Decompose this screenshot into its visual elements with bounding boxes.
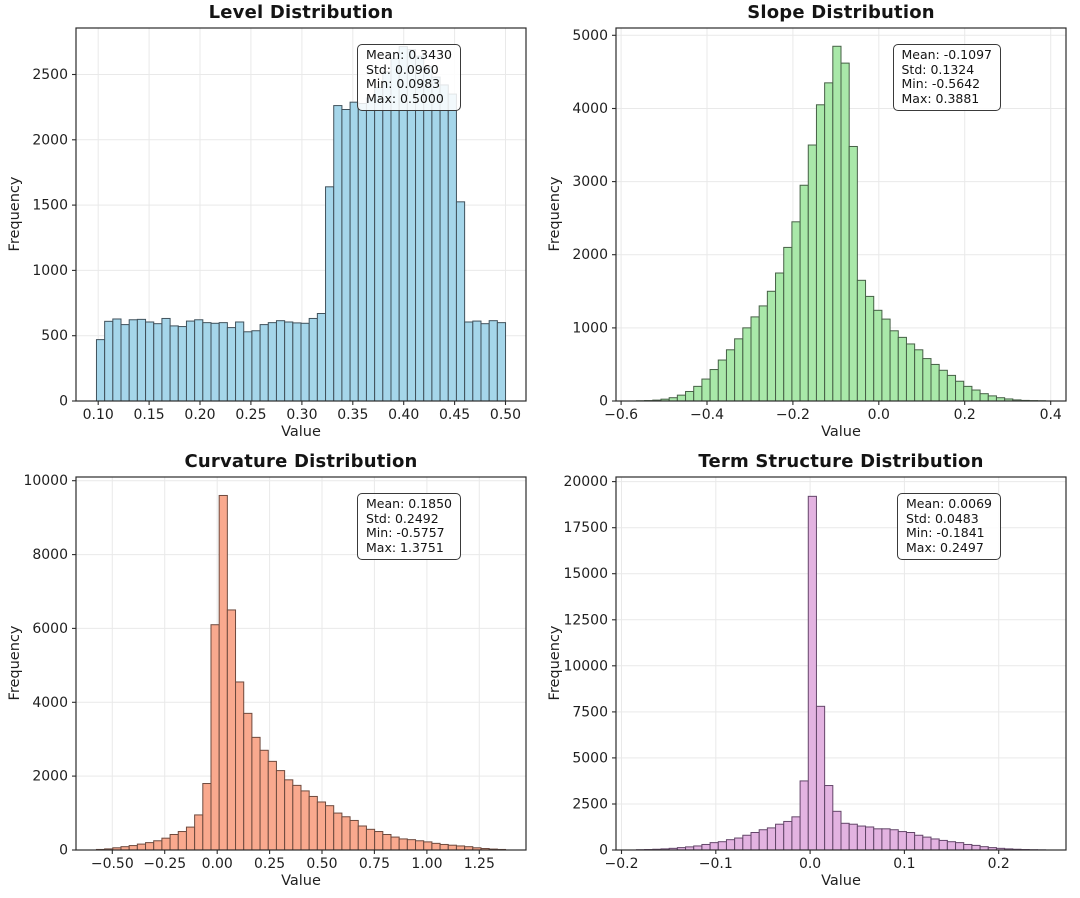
svg-text:17500: 17500 [563, 520, 608, 536]
svg-text:10000: 10000 [23, 473, 68, 489]
x-axis-label: Value [821, 873, 861, 889]
svg-text:0.2: 0.2 [988, 856, 1010, 872]
svg-text:−0.50: −0.50 [91, 856, 134, 872]
stats-line-std: Std: 0.0960 [366, 61, 439, 77]
svg-text:2000: 2000 [572, 247, 608, 263]
chart-title: Slope Distribution [747, 2, 935, 23]
svg-text:0: 0 [599, 394, 608, 410]
chart-title: Level Distribution [208, 2, 394, 23]
x-axis-label: Value [281, 424, 321, 440]
stats-line-max: Max: 1.3751 [366, 539, 444, 555]
y-axis-label: Frequency [7, 176, 23, 252]
stats-box: Mean: 0.0069 Std: 0.0483 Min: -0.1841 Ma… [897, 493, 1001, 560]
svg-text:0: 0 [59, 394, 68, 410]
svg-text:0.50: 0.50 [306, 856, 337, 872]
stats-line-std: Std: 0.0483 [906, 510, 979, 526]
svg-text:0.40: 0.40 [388, 407, 419, 423]
svg-text:2000: 2000 [32, 132, 68, 148]
svg-text:0.1: 0.1 [893, 856, 915, 872]
slope-histogram-canvas: −0.6 −0.4 −0.2 0.0 0.2 0.4 0 1000 2000 3000 4000 50… [572, 27, 1067, 423]
svg-text:3000: 3000 [572, 174, 608, 190]
stats-line-min: Min: -0.1841 [906, 525, 985, 540]
svg-text:0.15: 0.15 [134, 407, 165, 423]
svg-text:12500: 12500 [563, 612, 608, 628]
panel-term-structure: −0.2 −0.1 0.0 0.1 0.2 0 2500 5000 7500 10000 12500… [540, 449, 1080, 898]
svg-text:2000: 2000 [32, 769, 68, 785]
y-axis-label: Frequency [547, 176, 563, 252]
y-axis-label: Frequency [7, 625, 23, 701]
svg-text:0.25: 0.25 [254, 856, 285, 872]
svg-text:−0.4: −0.4 [690, 407, 724, 423]
svg-text:0.2: 0.2 [954, 407, 976, 423]
svg-text:−0.6: −0.6 [604, 407, 638, 423]
svg-text:8000: 8000 [32, 547, 68, 563]
term-structure-histogram-canvas: −0.2 −0.1 0.0 0.1 0.2 0 2500 5000 7500 10000 12500… [563, 474, 1067, 872]
svg-text:1000: 1000 [32, 263, 68, 279]
svg-text:10000: 10000 [563, 658, 608, 674]
svg-text:0: 0 [59, 843, 68, 859]
stats-box: Mean: -0.1097 Std: 0.1324 Min: -0.5642 M… [892, 44, 1001, 111]
level-histogram-canvas: 0.10 0.15 0.20 0.25 0.30 0.35 0.40 0.45 0.50 0 500… [32, 27, 527, 423]
x-axis-label: Value [821, 424, 861, 440]
svg-text:−0.1: −0.1 [699, 856, 733, 872]
stats-line-max: Max: 0.2497 [906, 539, 984, 555]
svg-text:0.45: 0.45 [439, 407, 470, 423]
svg-text:7500: 7500 [572, 704, 608, 720]
svg-text:0: 0 [599, 843, 608, 859]
svg-text:15000: 15000 [563, 566, 608, 582]
stats-line-mean: Mean: 0.3430 [366, 47, 452, 62]
svg-text:5000: 5000 [572, 750, 608, 766]
stats-line-std: Std: 0.1324 [901, 61, 975, 77]
y-axis-label: Frequency [547, 625, 563, 701]
svg-text:1000: 1000 [572, 320, 608, 336]
chart-title: Term Structure Distribution [698, 451, 984, 472]
svg-text:0.50: 0.50 [490, 407, 521, 423]
svg-text:0.25: 0.25 [235, 407, 266, 423]
svg-text:500: 500 [41, 328, 68, 344]
stats-line-min: Min: -0.5757 [366, 525, 445, 540]
svg-text:0.0: 0.0 [868, 407, 890, 423]
svg-text:1.00: 1.00 [411, 856, 442, 872]
svg-text:0.35: 0.35 [337, 407, 368, 423]
svg-text:2500: 2500 [572, 797, 608, 813]
stats-line-min: Min: -0.5642 [901, 76, 981, 91]
stats-line-min: Min: 0.0983 [366, 76, 441, 91]
stats-line-max: Max: 0.5000 [366, 90, 444, 106]
x-axis-label: Value [281, 873, 321, 889]
svg-text:2500: 2500 [32, 67, 68, 83]
svg-text:0.20: 0.20 [184, 407, 215, 423]
panel-level: 0.10 0.15 0.20 0.25 0.30 0.35 0.40 0.45 0.50 0 500… [0, 0, 540, 449]
svg-text:0.30: 0.30 [286, 407, 317, 423]
svg-text:1500: 1500 [32, 198, 68, 214]
svg-text:−0.2: −0.2 [605, 856, 639, 872]
svg-text:0.75: 0.75 [359, 856, 390, 872]
svg-text:−0.2: −0.2 [776, 407, 810, 423]
svg-text:0.4: 0.4 [1040, 407, 1062, 423]
chart-title: Curvature Distribution [184, 451, 418, 472]
svg-text:4000: 4000 [32, 695, 68, 711]
stats-box: Mean: 0.3430 Std: 0.0960 Min: 0.0983 Max… [357, 44, 461, 111]
svg-text:4000: 4000 [572, 101, 608, 117]
panel-curvature: −0.50 −0.25 0.00 0.25 0.50 0.75 1.00 1.25 0 2000 4… [0, 449, 540, 898]
stats-line-mean: Mean: 0.0069 [906, 496, 992, 511]
svg-text:20000: 20000 [563, 474, 608, 490]
curvature-histogram-canvas: −0.50 −0.25 0.00 0.25 0.50 0.75 1.00 1.25 0 2000 4… [23, 473, 527, 872]
stats-line-max: Max: 0.3881 [901, 90, 980, 106]
svg-text:−0.25: −0.25 [143, 856, 186, 872]
svg-text:0.0: 0.0 [799, 856, 821, 872]
svg-text:1.25: 1.25 [464, 856, 495, 872]
svg-text:6000: 6000 [32, 621, 68, 637]
svg-text:5000: 5000 [572, 28, 608, 44]
panel-slope: −0.6 −0.4 −0.2 0.0 0.2 0.4 0 1000 2000 3000 4000 50… [540, 0, 1080, 449]
svg-text:0.00: 0.00 [202, 856, 233, 872]
stats-box: Mean: 0.1850 Std: 0.2492 Min: -0.5757 Ma… [357, 493, 461, 560]
svg-text:0.10: 0.10 [83, 407, 114, 423]
stats-line-mean: Mean: -0.1097 [901, 47, 993, 62]
stats-line-mean: Mean: 0.1850 [366, 496, 452, 511]
stats-line-std: Std: 0.2492 [366, 510, 439, 526]
